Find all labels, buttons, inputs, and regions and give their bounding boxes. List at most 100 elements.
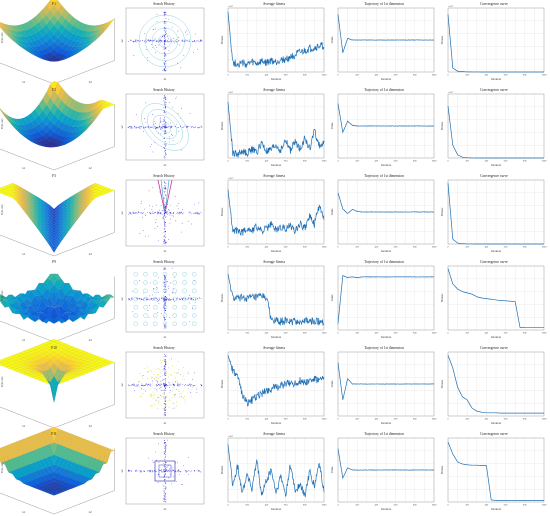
search-point — [176, 389, 177, 390]
search-point — [178, 37, 180, 38]
search-point — [133, 41, 135, 42]
search-point — [138, 211, 140, 213]
search-point — [175, 381, 176, 383]
search-point — [165, 99, 166, 100]
surface-ylabel: x2 — [89, 166, 93, 170]
surface-patch — [8, 183, 17, 188]
search-point — [154, 212, 155, 214]
search-point — [152, 187, 154, 188]
contour-speck — [178, 396, 180, 398]
search-point — [164, 228, 165, 229]
search-point — [168, 138, 170, 140]
search-point — [165, 61, 167, 62]
surface-patch — [65, 38, 74, 46]
search-point — [136, 127, 137, 129]
contour-ring — [151, 27, 179, 55]
surface-patch — [38, 55, 47, 59]
search-point — [163, 204, 165, 205]
search-point — [162, 299, 164, 301]
search-point — [148, 127, 149, 129]
surface-patch — [16, 127, 24, 135]
contour-ring — [192, 272, 197, 277]
search-point — [162, 127, 163, 129]
surface-patch — [4, 187, 13, 191]
search-point — [157, 126, 159, 128]
search-point — [160, 213, 161, 215]
search-ylabel: x2 — [120, 211, 124, 215]
surface-patch — [87, 194, 96, 201]
search-point — [164, 225, 166, 227]
search-point — [132, 311, 134, 313]
search-point — [162, 297, 164, 299]
search-point — [165, 41, 166, 43]
line-exponent: ×10⁴ — [228, 5, 233, 8]
search-point — [162, 470, 164, 472]
search-point — [156, 127, 158, 129]
search-point — [178, 40, 179, 42]
line-axes-frame — [227, 179, 325, 245]
search-point — [164, 241, 166, 242]
x-tick-label: 1000 — [542, 160, 548, 163]
search-point — [164, 107, 166, 109]
contour-speck — [150, 395, 152, 397]
search-point — [164, 65, 166, 67]
search-point — [163, 187, 165, 189]
search-xlabel: x1 — [164, 335, 168, 339]
search-point — [157, 381, 158, 382]
search-point — [176, 298, 178, 299]
search-point — [164, 54, 166, 55]
search-point — [164, 361, 166, 363]
line-title: Trajectory of 1st dimension — [364, 346, 404, 350]
search-point — [159, 375, 161, 377]
search-point — [193, 127, 195, 129]
search-point — [165, 34, 166, 36]
search-point — [165, 106, 166, 108]
search-point — [169, 299, 171, 301]
search-point — [165, 133, 166, 135]
search-point — [164, 192, 165, 194]
search-point — [196, 127, 198, 128]
search-point — [178, 469, 180, 471]
x-tick-label: 800 — [523, 74, 527, 77]
search-point — [167, 40, 169, 42]
search-point — [150, 282, 151, 284]
search-point — [198, 40, 199, 42]
search-point — [166, 470, 168, 472]
search-point — [166, 298, 167, 300]
surface-patch — [31, 40, 40, 47]
search-point — [177, 471, 179, 473]
search-point — [164, 299, 165, 301]
surface-patch — [23, 188, 32, 196]
search-point — [142, 230, 144, 231]
search-point — [192, 126, 193, 127]
x-tick-label: 1000 — [542, 246, 548, 249]
x-tick-label: 800 — [413, 160, 417, 163]
search-point — [139, 125, 140, 127]
contour-ring — [192, 296, 197, 302]
search-point — [163, 469, 164, 470]
search-point — [181, 297, 182, 299]
search-point — [164, 288, 165, 290]
search-point — [172, 292, 174, 293]
search-point — [162, 268, 164, 270]
search-title: Search History — [153, 260, 175, 264]
contour-speck — [182, 378, 184, 380]
search-point — [174, 395, 176, 397]
search-point — [181, 40, 183, 41]
surface-patch — [72, 119, 81, 128]
contour-speck — [153, 391, 155, 393]
line-exponent: ×10⁴ — [228, 91, 233, 94]
search-point — [175, 39, 177, 41]
contour-ring — [182, 288, 187, 293]
search-point — [144, 126, 146, 128]
x-tick-label: 0 — [337, 246, 339, 249]
search-point — [163, 474, 165, 475]
surface-patch — [80, 40, 89, 47]
search-point — [163, 98, 165, 99]
search-point — [164, 474, 166, 476]
contour-speck — [163, 368, 164, 370]
search-point — [128, 41, 129, 42]
search-point — [165, 63, 167, 65]
